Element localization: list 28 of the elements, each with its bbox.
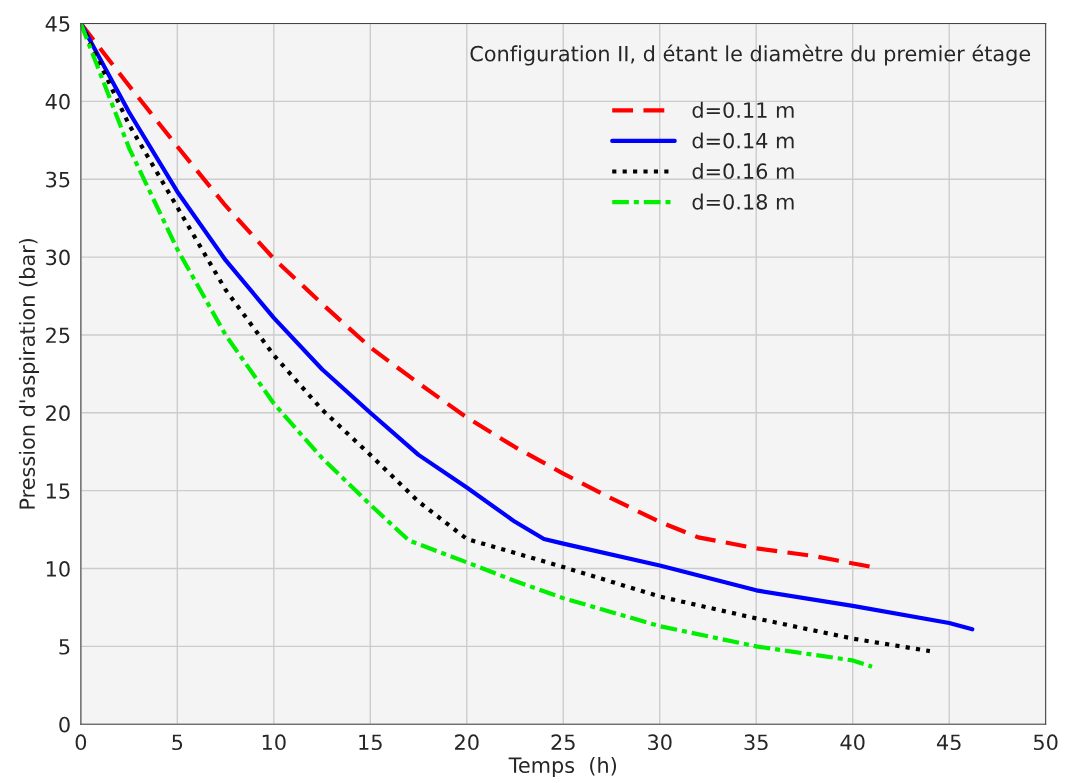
x-tick-label: 45 bbox=[936, 734, 961, 751]
x-tick-label: 50 bbox=[1034, 734, 1058, 751]
y-tick-label: 35 bbox=[46, 171, 70, 188]
legend-label: d=0.11 m bbox=[692, 101, 794, 118]
x-tick-label: 5 bbox=[172, 734, 183, 751]
x-tick-label: 15 bbox=[359, 734, 382, 751]
y-tick-label: 30 bbox=[46, 249, 70, 266]
x-tick-label: 35 bbox=[744, 734, 768, 751]
x-tick-label: 40 bbox=[840, 734, 865, 751]
x-tick-label: 30 bbox=[648, 734, 672, 751]
legend-label: d=0.14 m bbox=[692, 132, 794, 149]
x-tick-label: 25 bbox=[551, 734, 575, 751]
y-tick-label: 40 bbox=[45, 93, 70, 110]
y-tick-label: 0 bbox=[59, 716, 70, 733]
y-tick-label: 25 bbox=[46, 327, 70, 344]
x-tick-label: 10 bbox=[262, 734, 286, 751]
y-tick-label: 15 bbox=[46, 483, 70, 499]
annotation: Configuration II, d étant le diamètre du premier étage bbox=[470, 44, 1031, 66]
x-tick-label: 20 bbox=[455, 734, 479, 751]
y-tick-label: 20 bbox=[46, 405, 70, 422]
y-axis-title: Pression d'aspiration (bar) bbox=[18, 238, 40, 509]
x-tick-label: 0 bbox=[75, 734, 87, 751]
legend-label: d=0.18 m bbox=[692, 193, 794, 210]
y-tick-label: 5 bbox=[59, 639, 70, 655]
x-axis-title: Temps (h) bbox=[508, 756, 617, 778]
y-tick-label: 45 bbox=[45, 16, 70, 32]
legend-label: d=0.16 m bbox=[692, 162, 794, 180]
y-tick-label: 10 bbox=[46, 561, 70, 577]
